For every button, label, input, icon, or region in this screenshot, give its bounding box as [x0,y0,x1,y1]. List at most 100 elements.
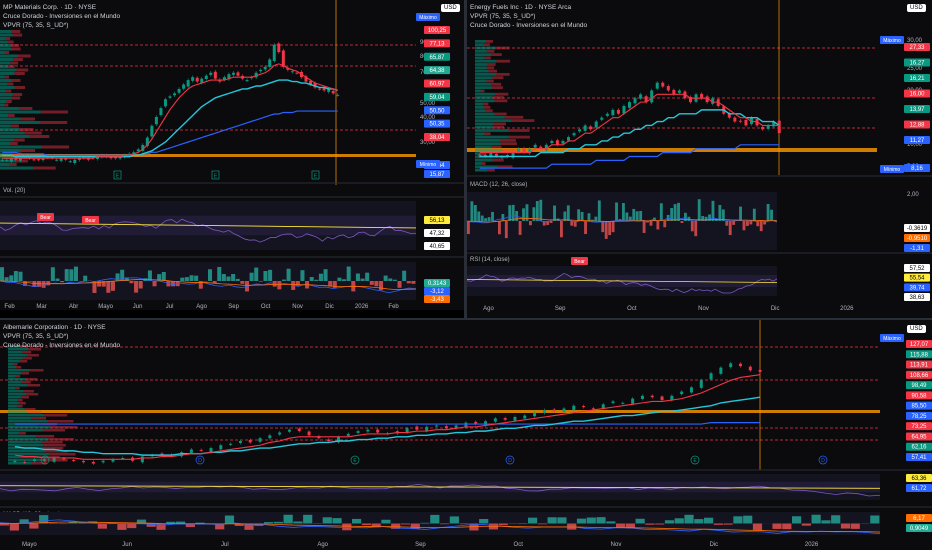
ef-macd-hist-bar [608,221,612,236]
alb-candle [121,457,125,459]
ef-macd-hist-bar [477,211,481,221]
ef-vp-bar-red [487,63,496,66]
alb-event-marker[interactable] [505,455,515,465]
mp-macd-hist-bar [9,275,14,281]
mp-macd-hist-bar [180,277,185,281]
ef-candle [555,140,559,145]
alb-candle [189,449,193,453]
mp-macd-hist-bar [369,281,374,285]
mp-earnings-marker[interactable] [311,170,320,180]
alb-ma-slow-line [14,396,761,456]
mp-macd-hist-bar [231,274,236,281]
alb-event-marker[interactable] [350,455,360,465]
mp-price-tag [424,106,450,115]
vertical-divider[interactable] [464,0,467,318]
ef-vp-bar-red [496,59,510,63]
mp-vp-bar-green [0,37,6,40]
alb-price-tag [906,442,932,451]
mp-x-tick-label: Oct [261,304,271,310]
ef-macd-hist-bar [542,221,546,226]
energy-fuels-chart-pane[interactable]: 36,0030,0025,0020,0015,0010,005,0027,331… [467,0,932,318]
ef-rsi-price-tag [904,293,930,301]
alb-vp-bar-red [42,429,65,432]
ef-macd-hist-bar [539,199,543,221]
mp-bear-badge[interactable] [82,216,99,224]
ef-macd-hist-bar [628,216,632,221]
mp-vp-bar-green [0,114,9,117]
mp-rsi-price-tag [424,229,450,237]
mp-currency-badge[interactable]: USD [441,4,460,12]
ef-vp-bar-red [497,165,513,169]
energy-fuels-svg[interactable]: 36,0030,0025,0020,0015,0010,005,0027,331… [467,0,932,318]
ef-currency-badge[interactable]: USD [907,4,926,12]
ef-macd-hist-bar [711,200,715,221]
mp-vp-bar-green [0,96,12,100]
ef-macd-hist-bar [715,218,718,221]
ef-bear-badge[interactable] [571,257,588,265]
mp-vp-bar-red [19,128,34,131]
alb-event-marker[interactable] [40,455,50,465]
mp-x-tick-label: Jun [133,304,143,310]
ef-price-tag-label: 8,16 [911,166,923,172]
ef-x-tick-label: Oct [627,306,637,312]
ef-ma-fast-line [479,93,780,154]
alb-macd-hist-bar [381,519,391,524]
alb-candle [640,395,644,400]
ef-candle [766,125,770,129]
alb-event-marker[interactable] [195,455,205,465]
mp-rsi-price-tag-label: 40,65 [429,244,445,250]
alb-x-tick-label: Ago [317,542,328,548]
mp-macd-hist-bar [60,281,65,283]
alb-event-marker[interactable] [818,455,828,465]
ef-bear-label: Bear [574,259,585,265]
alb-event-marker[interactable] [690,455,700,465]
mp-vp-bar-green [0,135,30,138]
mp-macd-hist-bar [194,275,199,281]
mp-min-label: Mínimo [420,162,437,168]
alb-title: Albemarle Corporation · 1D · NYSE [3,324,106,331]
mp-macd-hist-bar [295,281,300,286]
albemarle-chart-pane[interactable]: EDEDED130,00Máximo127,07115,88113,91108,… [0,320,932,550]
mp-materials-svg[interactable]: EEE90,0080,0070,0050,0040,0030,0020,0010… [0,0,464,310]
mp-header: MP Materials Corp. · 1D · NYSE Cruce Dor… [3,3,120,30]
alb-macd-hist-bar [518,523,528,525]
mp-ma-long-line [2,110,338,156]
alb-macd-hist-bar [48,523,59,525]
mp-vp-bar-red [24,156,42,159]
alb-vp-bar-red [13,363,18,366]
ef-macd-hist-bar [770,209,773,221]
ef-macd-hist-bar [467,221,470,235]
ef-vp-bar-green [475,119,512,122]
alb-currency-badge[interactable]: USD [907,325,926,333]
horizontal-divider[interactable] [0,318,932,320]
alb-price-tag-label: 108,66 [910,373,929,379]
mp-vp-bar-green [0,156,25,159]
alb-vp-bar-red [49,453,76,456]
alb-macd-hist-bar [684,514,694,524]
mp-y-tick-label: 30,00 [420,140,436,146]
alb-macd-hist-bar [185,523,195,528]
alb-candle [258,438,262,442]
ef-candle [666,86,670,91]
mp-vp-bar-green [0,124,11,128]
ef-macd-hist-bar [587,213,591,221]
ef-vp-bar-green [475,82,491,86]
mp-earnings-marker[interactable] [113,170,122,180]
alb-x-tick-label: Oct [514,542,524,548]
mp-bear-badge[interactable] [37,213,54,221]
mp-macd-hist-bar [221,274,226,281]
ef-macd-hist-bar [653,217,656,221]
ef-price-tag-label: 13,97 [909,107,925,113]
alb-vp-bar-green [8,453,50,456]
mp-vp-bar-green [0,47,12,51]
mp-earnings-marker[interactable] [211,170,220,180]
alb-candle [748,366,752,371]
mp-macd-hist-bar [110,281,115,291]
mp-macd-hist-bar [134,281,139,293]
mp-materials-chart-pane[interactable]: EEE90,0080,0070,0050,0040,0030,0020,0010… [0,0,464,310]
alb-vp-bar-green [8,354,27,357]
mp-candle [331,90,335,94]
albemarle-svg[interactable]: EDEDED130,00Máximo127,07115,88113,91108,… [0,320,932,550]
ef-vp-bar-green [475,96,493,99]
alb-macd-hist-bar [332,518,342,524]
